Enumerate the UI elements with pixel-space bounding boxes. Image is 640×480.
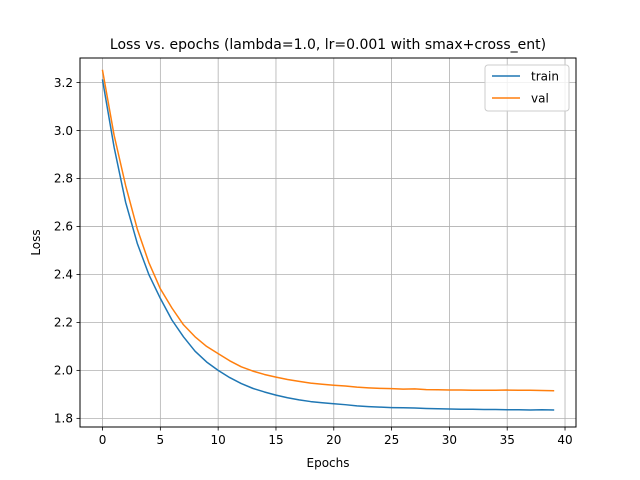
x-tick-label: 30 bbox=[442, 433, 457, 447]
y-axis-label: Loss bbox=[29, 229, 43, 255]
legend: train val bbox=[484, 64, 570, 112]
x-tick-label: 0 bbox=[99, 433, 107, 447]
x-tick-label: 25 bbox=[384, 433, 399, 447]
x-tick-label: 10 bbox=[211, 433, 226, 447]
y-tick-label: 2.6 bbox=[54, 220, 73, 234]
series-line-val bbox=[101, 69, 555, 392]
y-tick-label: 2.2 bbox=[54, 316, 73, 330]
grid bbox=[80, 58, 576, 427]
y-tick-label: 3.2 bbox=[54, 76, 73, 90]
y-tick-label: 1.8 bbox=[54, 412, 73, 426]
x-tick-label: 15 bbox=[268, 433, 283, 447]
chart-title: Loss vs. epochs (lambda=1.0, lr=0.001 wi… bbox=[110, 37, 546, 53]
legend-label-val: val bbox=[531, 92, 549, 106]
plot-frame bbox=[79, 57, 577, 428]
x-tick-label: 20 bbox=[326, 433, 341, 447]
x-tick-label: 40 bbox=[557, 433, 572, 447]
y-tick-label: 2.8 bbox=[54, 172, 73, 186]
legend-label-train: train bbox=[531, 70, 559, 84]
x-axis-label: Epochs bbox=[307, 456, 350, 470]
x-tick-label: 5 bbox=[157, 433, 165, 447]
series-lines bbox=[101, 69, 555, 411]
x-tick-label: 35 bbox=[500, 433, 515, 447]
y-tick-label: 3.0 bbox=[54, 124, 73, 138]
y-tick-label: 2.4 bbox=[54, 268, 73, 282]
y-tick-label: 2.0 bbox=[54, 364, 73, 378]
series-line-train bbox=[101, 79, 555, 411]
axis-ticks: 0 5 10 15 20 25 30 35 40 1.8 2.0 2.2 2.4 2.6 2.8 3.0 3.2 bbox=[54, 76, 573, 447]
